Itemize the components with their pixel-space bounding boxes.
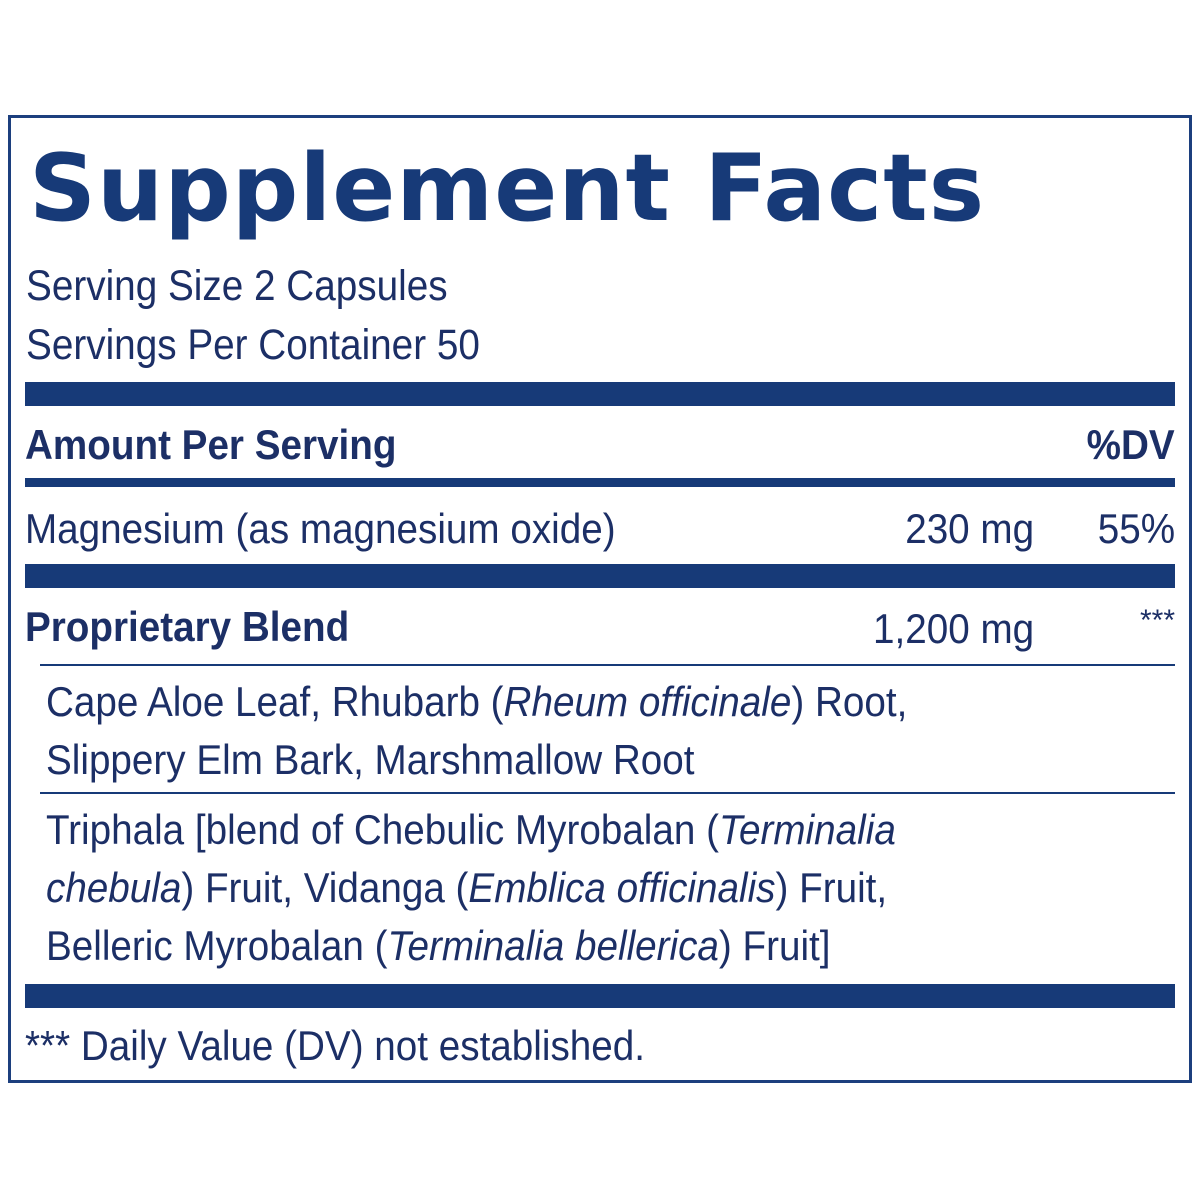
nutrient-amount: 230 mg: [905, 505, 1034, 552]
divider-medium: [25, 478, 1175, 487]
blend-group-2-line-3: Belleric Myrobalan (Terminalia bellerica…: [46, 922, 831, 969]
footnote: *** Daily Value (DV) not established.: [25, 1022, 645, 1069]
nutrient-dv: 55%: [1097, 505, 1175, 552]
blend-ingredients-group-2: Triphala [blend of Chebulic Myrobalan (T…: [46, 801, 896, 975]
panel-title: Supplement Facts: [29, 134, 986, 242]
blend-dv: ***: [1139, 604, 1175, 637]
divider-thin-1: [40, 664, 1175, 666]
blend-group-2-line-2: chebula) Fruit, Vidanga (Emblica officin…: [46, 864, 888, 911]
amount-per-serving-header: Amount Per Serving: [25, 421, 397, 468]
divider-thick-bottom: [25, 984, 1175, 1008]
blend-name: Proprietary Blend: [25, 603, 350, 650]
serving-size: Serving Size 2 Capsules: [26, 262, 448, 310]
divider-thin-2: [40, 792, 1175, 794]
blend-ingredients-group-1: Cape Aloe Leaf, Rhubarb (Rheum officinal…: [46, 673, 907, 789]
supplement-facts-panel: Supplement Facts Serving Size 2 Capsules…: [8, 115, 1192, 1083]
blend-group-1-line-2: Slippery Elm Bark, Marshmallow Root: [46, 736, 695, 783]
divider-thick-middle: [25, 564, 1175, 588]
blend-group-1-line-1: Cape Aloe Leaf, Rhubarb (Rheum officinal…: [46, 678, 908, 725]
blend-group-2-line-1: Triphala [blend of Chebulic Myrobalan (T…: [46, 806, 896, 853]
blend-amount: 1,200 mg: [872, 605, 1034, 652]
servings-per-container: Servings Per Container 50: [26, 321, 480, 369]
nutrient-name: Magnesium (as magnesium oxide): [25, 505, 616, 552]
dv-header: %DV: [1086, 421, 1175, 468]
divider-thick-top: [25, 382, 1175, 406]
